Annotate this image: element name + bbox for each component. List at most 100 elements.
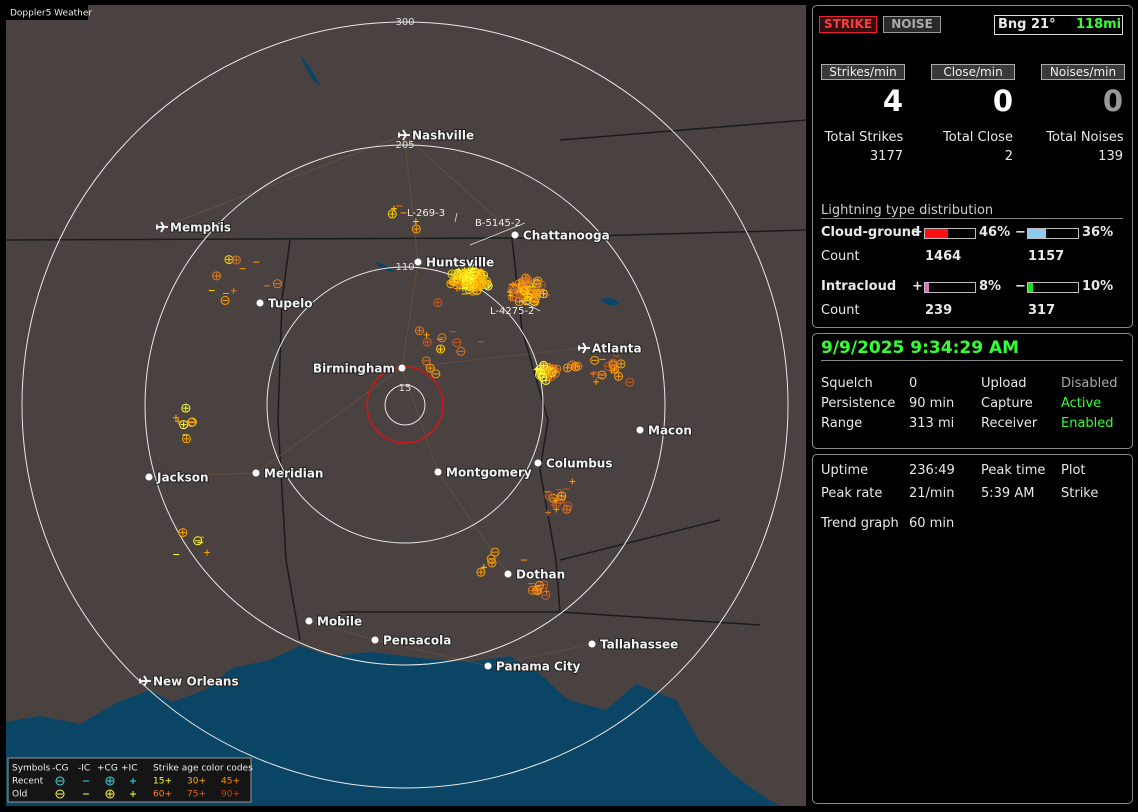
strike-marker xyxy=(590,371,597,378)
strike-marker xyxy=(472,274,479,281)
percent-label: 46% xyxy=(979,225,1011,240)
strike-marker-ring xyxy=(519,286,529,296)
strike-marker-ring xyxy=(181,403,191,413)
percent-fill xyxy=(1028,283,1033,292)
strike-marker xyxy=(515,279,525,289)
setting-text: Disabled xyxy=(1061,376,1118,391)
city-dot xyxy=(484,662,492,670)
storm-label: L-269-3 xyxy=(407,208,445,219)
legend-symbol xyxy=(55,789,65,799)
stat-text: Peak time xyxy=(981,463,1046,478)
strike-marker-ring xyxy=(571,362,581,372)
strike-marker-ring xyxy=(193,536,203,546)
strike-marker xyxy=(593,378,600,385)
strike-marker-ring xyxy=(536,280,546,290)
map-title: Doppler5 Weather xyxy=(10,9,92,19)
strike-marker xyxy=(569,478,576,485)
city-dot xyxy=(414,258,422,266)
strike-marker xyxy=(476,567,486,577)
strike-marker xyxy=(557,491,567,501)
strike-marker-ring xyxy=(433,298,443,308)
strike-marker-ring xyxy=(536,368,546,378)
rate-label: Close/min xyxy=(931,64,1015,80)
strike-marker xyxy=(609,364,619,374)
strike-marker-ring xyxy=(178,528,188,538)
setting-text: 90 min xyxy=(909,396,955,411)
strike-marker xyxy=(571,362,581,372)
strike-marker xyxy=(436,344,446,354)
strike-marker-ring xyxy=(523,275,533,285)
airport-icon xyxy=(139,675,151,687)
storm-leader xyxy=(469,222,526,246)
stat-text: 5:39 AM xyxy=(981,486,1035,501)
strike-marker-ring xyxy=(531,289,541,299)
stats-box xyxy=(812,5,1133,328)
percent-bar xyxy=(1027,282,1079,293)
strike-marker xyxy=(411,224,421,234)
legend-age: 15+ xyxy=(153,777,172,787)
strike-marker xyxy=(514,297,524,307)
percent-bar xyxy=(924,228,976,239)
strike-marker xyxy=(461,276,471,286)
strike-marker-ring xyxy=(449,276,459,286)
setting-text: Range xyxy=(821,416,863,431)
legend-header: +CG xyxy=(97,764,118,774)
strike-marker-ring xyxy=(272,279,282,289)
strike-marker-ring xyxy=(490,547,500,557)
setting-text: Capture xyxy=(981,396,1033,411)
legend-header: -IC xyxy=(78,764,90,774)
strike-marker-ring xyxy=(220,295,230,305)
total-value: 3177 xyxy=(869,149,903,164)
legend-symbol xyxy=(130,791,136,797)
datetime: 9/9/2025 9:34:29 AM xyxy=(821,338,1123,361)
strike-marker xyxy=(545,509,552,516)
range-ring xyxy=(266,266,544,544)
strike-marker xyxy=(414,326,424,336)
setting-text: Receiver xyxy=(981,416,1038,431)
count-label: Count xyxy=(821,303,860,318)
distribution-title: Lightning type distribution xyxy=(821,203,1123,219)
strike-button[interactable]: STRIKE xyxy=(819,16,877,33)
stat-text: 236:49 xyxy=(909,463,955,478)
strike-marker xyxy=(530,297,540,307)
strike-marker-ring xyxy=(550,368,560,378)
strike-marker-ring xyxy=(532,288,542,298)
strike-marker-ring xyxy=(422,337,432,347)
range-ring xyxy=(144,144,666,666)
strike-marker xyxy=(423,331,430,338)
city-dot xyxy=(252,469,260,477)
noise-button[interactable]: NOISE xyxy=(883,16,941,33)
strike-marker xyxy=(456,346,466,356)
strike-marker-ring xyxy=(387,209,397,219)
strike-marker xyxy=(544,491,554,501)
city-label: Pensacola xyxy=(383,634,451,648)
legend-symbol-ring xyxy=(55,789,65,799)
rate-label: Noises/min xyxy=(1041,64,1125,80)
strike-marker-ring xyxy=(590,355,600,365)
strike-marker xyxy=(186,418,196,428)
strike-marker xyxy=(452,338,462,348)
city-dot xyxy=(588,640,596,648)
city-dot xyxy=(434,468,442,476)
setting-text: Persistence xyxy=(821,396,896,411)
strike-marker xyxy=(563,501,573,511)
strike-marker xyxy=(531,289,541,299)
range-ring xyxy=(21,21,789,789)
city-label: Birmingham xyxy=(313,362,395,376)
city-label: Macon xyxy=(648,424,692,438)
legend-symbol-ring xyxy=(105,789,115,799)
city-label: Huntsville xyxy=(426,256,494,270)
percent-label: 36% xyxy=(1082,225,1114,240)
count: 1157 xyxy=(1028,249,1065,264)
airport-icon xyxy=(156,221,168,233)
strike-marker-ring xyxy=(231,255,241,265)
city-label: Memphis xyxy=(170,221,231,235)
strike-marker xyxy=(490,547,500,557)
city-label: Columbus xyxy=(546,457,613,471)
stat-text: Strike xyxy=(1061,486,1099,501)
strike-marker-ring xyxy=(421,356,431,366)
settings-box xyxy=(812,333,1133,449)
strike-marker xyxy=(433,298,443,308)
airport-icon xyxy=(578,342,590,354)
